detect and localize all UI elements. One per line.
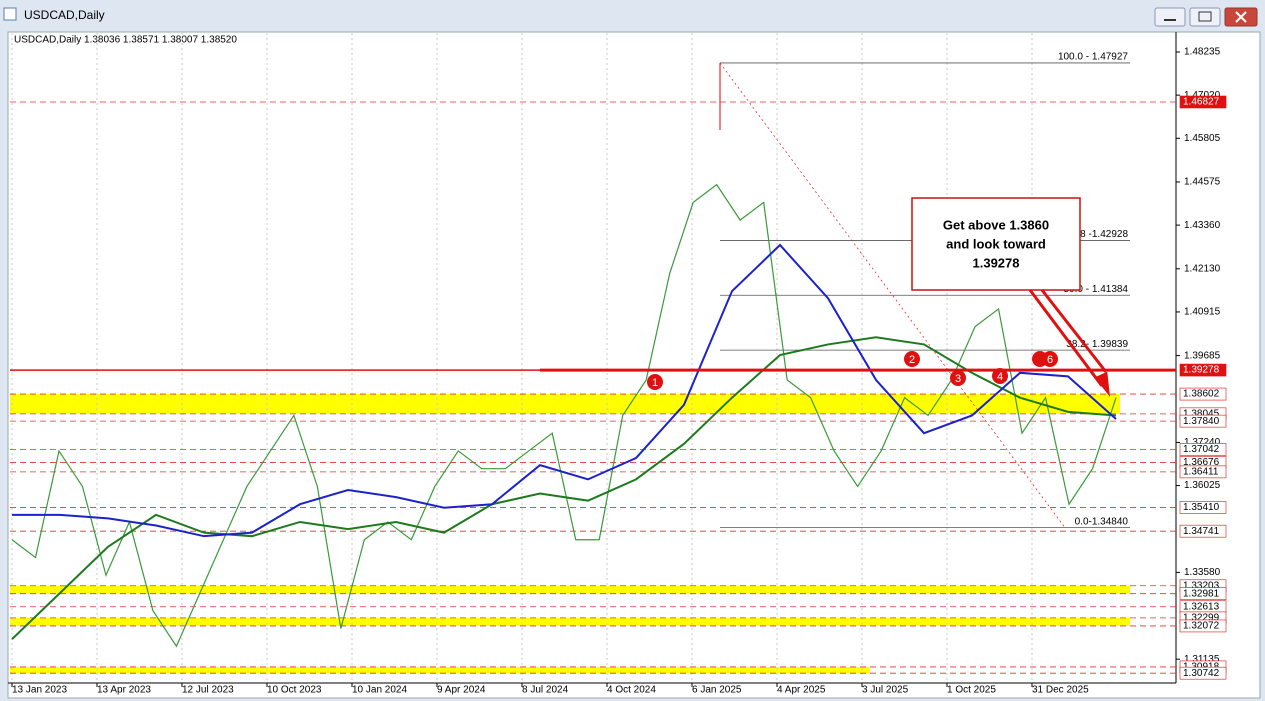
annotation-text: 1.39278 — [973, 255, 1020, 270]
date-label: 1 Oct 2025 — [947, 685, 996, 696]
level-label: 1.46827 — [1183, 97, 1220, 108]
support-band — [10, 666, 870, 674]
price-tick-label: 1.42130 — [1184, 263, 1221, 274]
marker-label: 3 — [955, 373, 961, 385]
level-label-box — [1179, 465, 1227, 479]
level-label: 1.37042 — [1183, 444, 1220, 455]
level-label: 1.33203 — [1183, 580, 1220, 591]
moving-average-200 — [11, 336, 1117, 640]
maximize-icon — [1198, 11, 1212, 22]
fib-label: 100.0 - 1.47927 — [1058, 52, 1128, 63]
annotation-box — [911, 197, 1081, 291]
date-label: 8 Jul 2024 — [522, 685, 569, 696]
level-label-box — [1179, 95, 1227, 109]
price-tick-label: 1.48235 — [1184, 47, 1221, 58]
window-title: USDCAD,Daily — [24, 8, 105, 22]
level-label-box — [1179, 501, 1227, 514]
level-label-box — [1179, 363, 1227, 377]
price-tick-label: 1.36025 — [1184, 480, 1221, 491]
annotation-text: and look toward — [946, 236, 1046, 251]
level-label: 1.32613 — [1183, 601, 1220, 612]
marker — [992, 368, 1008, 384]
marker-label: 6 — [1047, 354, 1053, 366]
date-label: 4 Apr 2025 — [777, 685, 826, 696]
level-label: 1.38045 — [1183, 408, 1220, 419]
price-tick-label: 1.45805 — [1184, 133, 1221, 144]
marker — [647, 374, 663, 390]
annotation-text: Get above 1.3860 — [943, 217, 1049, 232]
level-label: 1.35410 — [1183, 502, 1220, 513]
price-tick-label: 1.43360 — [1184, 220, 1221, 231]
chart-info: USDCAD,Daily 1.38036 1.38571 1.38007 1.3… — [14, 35, 237, 46]
level-label: 1.38602 — [1183, 389, 1220, 400]
marker-label: 4 — [997, 371, 1003, 383]
level-label: 1.32072 — [1183, 621, 1220, 632]
date-label: 13 Jan 2023 — [12, 685, 67, 696]
level-label: 1.30742 — [1183, 668, 1220, 679]
level-label-box — [1179, 414, 1227, 428]
support-band — [10, 394, 1120, 414]
price-line — [11, 183, 1117, 648]
level-label-box — [1179, 619, 1227, 633]
price-tick-label: 1.37240 — [1184, 437, 1221, 448]
moving-average-100 — [12, 243, 1117, 538]
level-label-box — [1179, 666, 1227, 680]
level-label: 1.34741 — [1183, 526, 1220, 537]
price-tick-label: 1.33580 — [1184, 567, 1221, 578]
date-label: 12 Jul 2023 — [182, 685, 234, 696]
date-label: 31 Dec 2025 — [1032, 685, 1089, 696]
date-label: 13 Apr 2023 — [97, 685, 151, 696]
price-tick-label: 1.44575 — [1184, 177, 1221, 188]
level-label: 1.36676 — [1183, 457, 1220, 468]
fib-label: 38.2- 1.39839 — [1066, 339, 1128, 350]
maximize-button[interactable] — [1189, 7, 1221, 27]
level-label: 1.37840 — [1183, 416, 1220, 427]
level-label-box — [1179, 524, 1227, 538]
marker-label: 2 — [909, 354, 915, 366]
marker-label: 1 — [652, 377, 658, 389]
date-label: 10 Oct 2023 — [267, 685, 322, 696]
date-label: 4 Oct 2024 — [607, 685, 656, 696]
marker — [1042, 351, 1058, 367]
level-label: 1.32299 — [1183, 613, 1220, 624]
chart-area — [7, 31, 1261, 699]
fib-diagonal — [719, 62, 1066, 528]
date-label: 10 Jan 2024 — [352, 685, 407, 696]
fib-label: 61.8 -1.42928 — [1066, 229, 1128, 240]
fib-label: 50.0 - 1.41384 — [1064, 284, 1129, 295]
date-label: 6 Jan 2025 — [692, 685, 742, 696]
marker — [950, 370, 966, 386]
level-label: 1.39278 — [1183, 365, 1220, 376]
support-band — [10, 585, 1130, 594]
level-label-box — [1179, 443, 1227, 456]
window-icon — [3, 7, 17, 21]
fib-label: 0.0-1.34840 — [1075, 516, 1129, 527]
price-tick-label: 1.47020 — [1184, 90, 1221, 101]
date-label: 3 Jul 2025 — [862, 685, 909, 696]
level-label-box — [1179, 387, 1227, 401]
minimize-button[interactable] — [1154, 7, 1186, 27]
level-label-box — [1179, 587, 1227, 600]
close-icon — [1235, 11, 1247, 23]
price-tick-label: 1.31135 — [1184, 654, 1220, 665]
annotation-arrow — [1028, 289, 1111, 398]
price-tick-label: 1.39685 — [1184, 350, 1221, 361]
level-label: 1.36411 — [1183, 467, 1219, 478]
marker — [904, 351, 920, 367]
price-tick-label: 1.40915 — [1184, 307, 1221, 318]
support-band — [10, 617, 1130, 626]
date-label: 9 Apr 2024 — [437, 685, 486, 696]
level-label: 1.32981 — [1183, 588, 1220, 599]
